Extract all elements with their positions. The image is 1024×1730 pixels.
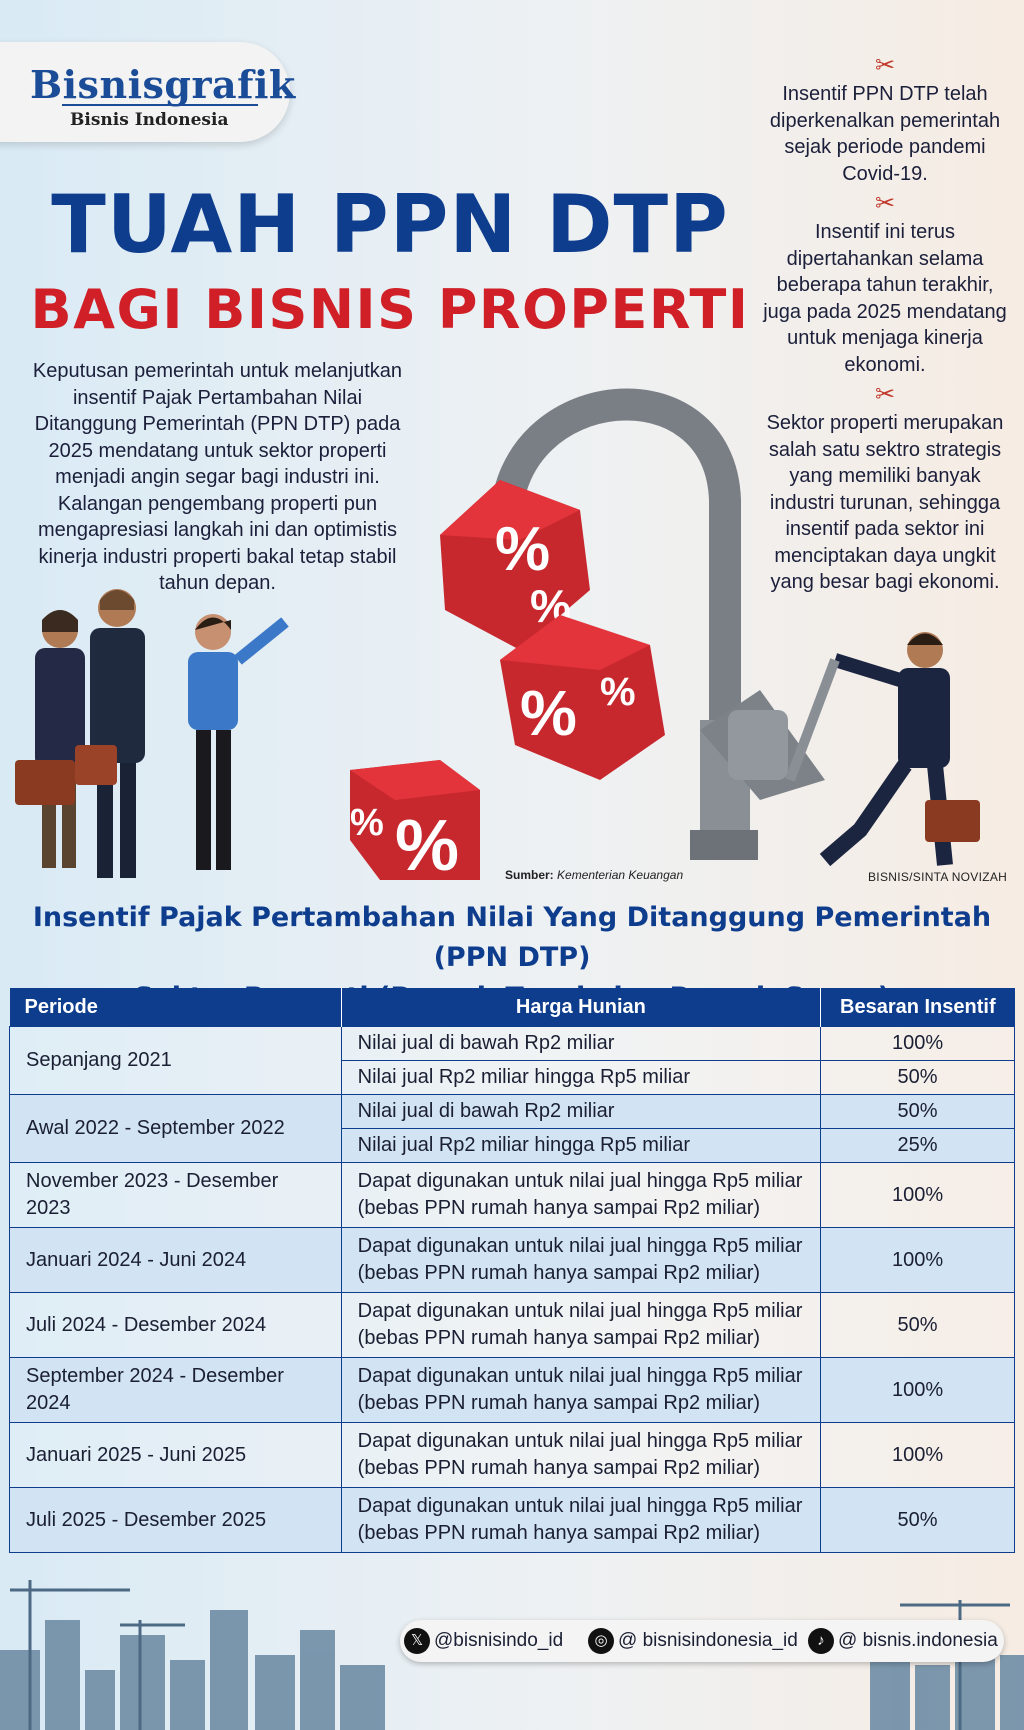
price-line-1: Dapat digunakan untuk nilai jual hingga … [357,1170,803,1192]
header-besaran-insentif: Besaran Insentif [820,988,1015,1027]
table-row: Januari 2025 - Juni 2025 Dapat digunakan… [9,1422,1015,1488]
note-2: Insentif ini terus dipertahankan selama … [763,221,1007,376]
price-line-1: Dapat digunakan untuk nilai jual hingga … [357,1365,803,1387]
price-cell: Dapat digunakan untuk nilai jual hingga … [340,1162,822,1228]
table-title-line-1: Insentif Pajak Pertambahan Nilai Yang Di… [32,902,992,973]
price-cell: Dapat digunakan untuk nilai jual hingga … [340,1357,822,1423]
price-cell: Nilai jual di bawah Rp2 miliar [340,1026,822,1061]
source-label: Sumber: [505,868,554,882]
price-cell: Dapat digunakan untuk nilai jual hingga … [340,1422,822,1488]
percent-label: % [395,806,459,880]
note-1: Insentif PPN DTP telah diperkenalkan pem… [769,83,1001,185]
scissors-icon: ✂ [874,381,896,408]
price-line-2: (bebas PPN rumah hanya sampai Rp2 miliar… [357,1457,761,1479]
table-row: Januari 2024 - Juni 2024 Dapat digunakan… [9,1227,1015,1293]
x-handle: @bisnisindo_id [434,1630,564,1651]
tiktok-handle: @ bisnis.indonesia [838,1630,998,1651]
price-line-1: Dapat digunakan untuk nilai jual hingga … [357,1235,803,1257]
social-x[interactable]: 𝕏 @bisnisindo_id [404,1624,563,1658]
headline: TUAH PPN DTP [51,178,729,271]
period-cell: Januari 2025 - Juni 2025 [9,1422,342,1488]
price-cell: Dapat digunakan untuk nilai jual hingga … [340,1227,822,1293]
period-cell: Juli 2024 - Desember 2024 [9,1292,342,1358]
price-line-2: (bebas PPN rumah hanya sampai Rp2 miliar… [357,1262,761,1284]
table-row: Sepanjang 2021 Nilai jual di bawah Rp2 m… [9,1026,1015,1095]
incentive-cell: 50% [820,1292,1015,1358]
percent-label: % [520,677,577,749]
price-line-2: (bebas PPN rumah hanya sampai Rp2 miliar… [357,1327,761,1349]
percent-label: % [495,515,550,584]
price-line-1: Dapat digunakan untuk nilai jual hingga … [357,1300,803,1322]
side-notes: ✂ Insentif PPN DTP telah diperkenalkan p… [760,52,1010,602]
table-row: November 2023 - Desember 2023 Dapat digu… [9,1162,1015,1228]
price-cell: Dapat digunakan untuk nilai jual hingga … [340,1292,822,1358]
credit-line: BISNIS/SINTA NOVIZAH [868,870,1008,884]
incentive-cell: 100% [820,1422,1015,1488]
intro-paragraph: Keputusan pemerintah untuk melanjutkan i… [32,360,403,594]
businessman-illustration [785,632,980,867]
percent-cube-bottom: % % [350,760,480,880]
price-line-2: (bebas PPN rumah hanya sampai Rp2 miliar… [357,1197,761,1219]
note-3: Sektor properti merupakan salah satu sek… [766,412,1004,593]
period-cell: November 2023 - Desember 2023 [9,1162,342,1228]
period-cell: Sepanjang 2021 [9,1026,342,1095]
incentive-cell: 50% [820,1094,1015,1129]
table-row: Awal 2022 - September 2022 Nilai jual di… [9,1094,1015,1163]
business-people-illustration [15,589,289,878]
price-line-1: Dapat digunakan untuk nilai jual hingga … [357,1430,803,1452]
incentive-cell: 100% [820,1162,1015,1228]
table-header-row: Periode Harga Hunian Besaran Insentif [9,988,1015,1027]
source-line: Sumber: Kementerian Keuangan [505,868,683,882]
period-cell: Januari 2024 - Juni 2024 [9,1227,342,1293]
price-line-2: (bebas PPN rumah hanya sampai Rp2 miliar… [357,1522,761,1544]
price-cell: Nilai jual di bawah Rp2 miliar [340,1094,822,1129]
social-tiktok[interactable]: ♪ @ bisnis.indonesia [808,1624,998,1658]
social-bar [400,1620,1004,1662]
table-row: Juli 2025 - Desember 2025 Dapat digunaka… [9,1487,1015,1553]
period-cell: Juli 2025 - Desember 2025 [9,1487,342,1553]
logo-divider [62,104,258,106]
period-cell: September 2024 - Desember 2024 [9,1357,342,1423]
header-periode: Periode [9,988,342,1027]
brand-subtitle: Bisnis Indonesia [70,110,229,130]
period-cell: Awal 2022 - September 2022 [9,1094,342,1163]
table-row: September 2024 - Desember 2024 Dapat dig… [9,1357,1015,1423]
percent-label: % [600,670,636,714]
instagram-handle: @ bisnisindonesia_id [618,1630,798,1651]
percent-label: % [350,802,384,844]
price-line-1: Dapat digunakan untuk nilai jual hingga … [357,1495,803,1517]
header-harga-hunian: Harga Hunian [341,988,822,1027]
incentive-cell: 100% [820,1357,1015,1423]
instagram-icon: ◎ [588,1627,614,1654]
table-row: Nilai jual Rp2 miliar hingga Rp5 miliar … [10,1060,1015,1095]
illustration: % % % % % % [15,388,980,880]
price-cell: Dapat digunakan untuk nilai jual hingga … [340,1487,822,1553]
tiktok-icon: ♪ [808,1627,834,1654]
social-instagram[interactable]: ◎ @ bisnisindonesia_id [588,1624,798,1658]
incentive-table: Periode Harga Hunian Besaran Insentif Se… [9,988,1015,1553]
scissors-icon: ✂ [874,190,896,217]
price-cell: Nilai jual Rp2 miliar hingga Rp5 miliar [340,1060,822,1095]
percent-cube-middle: % % [500,615,665,780]
table-row: Nilai jual Rp2 miliar hingga Rp5 miliar … [10,1128,1015,1163]
price-line-2: (bebas PPN rumah hanya sampai Rp2 miliar… [357,1392,761,1414]
incentive-cell: 50% [820,1487,1015,1553]
incentive-cell: 25% [820,1128,1015,1163]
logo-badge [0,42,290,142]
incentive-cell: 100% [820,1026,1015,1061]
brand-logo: Bisnisgrafik [30,62,296,107]
table-row: Juli 2024 - Desember 2024 Dapat digunaka… [9,1292,1015,1358]
x-icon: 𝕏 [404,1627,430,1654]
incentive-cell: 100% [820,1227,1015,1293]
subheadline: BAGI BISNIS PROPERTI [30,278,750,341]
price-cell: Nilai jual Rp2 miliar hingga Rp5 miliar [340,1128,822,1163]
scissors-icon: ✂ [874,52,896,79]
incentive-cell: 50% [820,1060,1015,1095]
source-value: Kementerian Keuangan [557,868,684,882]
